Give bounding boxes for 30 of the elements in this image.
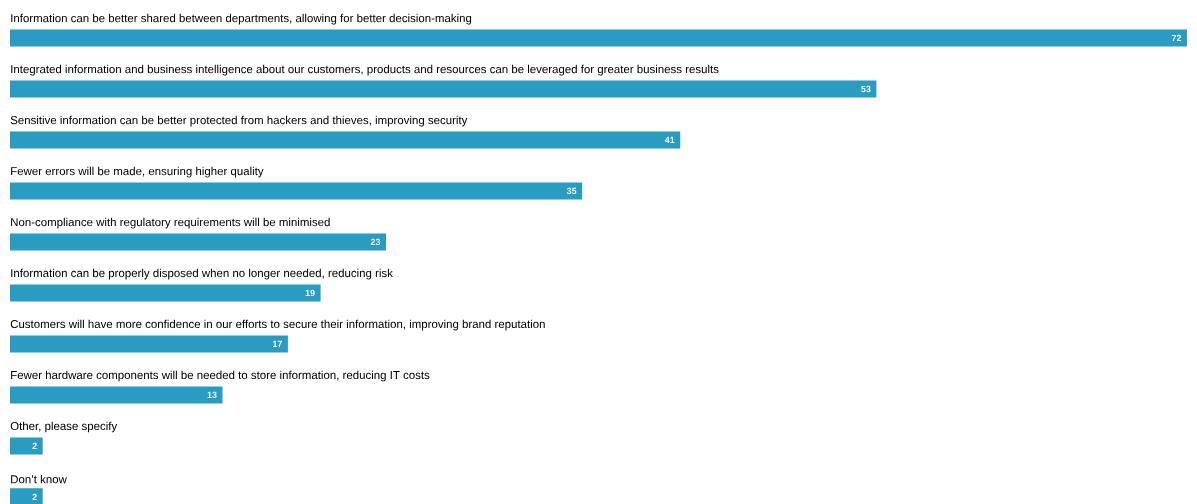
data-label: 2 bbox=[32, 493, 37, 500]
y-tick-label: Customers will have more confidence in our efforts to secure their information, improving brand reputation bbox=[10, 319, 545, 331]
y-tick-label: Integrated information and business intelligence about our customers, products and resources can be leveraged for greater business results bbox=[11, 64, 719, 76]
data-label: 17 bbox=[272, 340, 282, 347]
bar bbox=[10, 29, 1187, 47]
bar bbox=[10, 233, 386, 251]
bar bbox=[10, 80, 877, 98]
y-tick-label: Fewer hardware components will be needed to store information, reducing IT costs bbox=[11, 370, 430, 382]
bar bbox=[10, 437, 43, 455]
data-label: 72 bbox=[1171, 34, 1182, 42]
data-label: 2 bbox=[32, 442, 37, 450]
data-label: 19 bbox=[305, 289, 315, 297]
bar bbox=[10, 335, 288, 353]
data-label: 23 bbox=[370, 238, 381, 246]
y-tick-label: Don’t know bbox=[11, 474, 67, 484]
data-label: 53 bbox=[861, 85, 871, 93]
y-tick-label: Information can be better shared between departments, allowing for better decision-making bbox=[11, 13, 472, 25]
y-tick-label: Sensitive information can be better protected from hackers and thieves, improving security bbox=[10, 115, 468, 127]
bar bbox=[10, 131, 681, 149]
bar bbox=[10, 284, 321, 302]
data-label: 35 bbox=[566, 187, 577, 195]
y-tick-label: Other, please specify bbox=[10, 421, 118, 433]
y-tick-label: Non-compliance with regulatory requirements will be minimised bbox=[11, 217, 330, 229]
y-tick-label: Information can be properly disposed when no longer needed, reducing risk bbox=[11, 268, 393, 280]
data-label: 13 bbox=[207, 391, 217, 399]
bar bbox=[10, 386, 223, 404]
bar bbox=[10, 488, 43, 504]
y-tick-label: Fewer errors will be made, ensuring higher quality bbox=[11, 166, 264, 178]
bar bbox=[10, 182, 583, 200]
data-label: 41 bbox=[664, 136, 675, 144]
